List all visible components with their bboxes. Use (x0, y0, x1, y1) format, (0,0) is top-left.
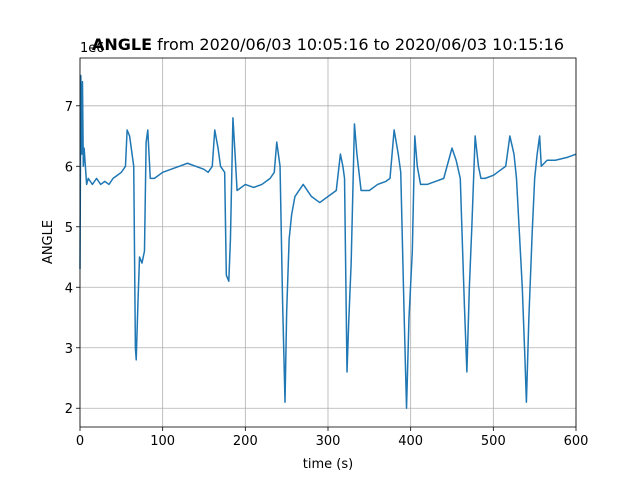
data-line (79, 74, 577, 409)
plot-frame (79, 57, 577, 428)
x-tick-label: 300 (316, 434, 341, 449)
x-tick-label: 400 (398, 434, 423, 449)
x-tick-label: 100 (150, 434, 175, 449)
y-tick-label: 4 (65, 281, 73, 296)
title-rest: from 2020/06/03 10:05:16 to 2020/06/03 1… (157, 35, 564, 54)
chart-title: ANGLE from 2020/06/03 10:05:16 to 2020/0… (92, 35, 564, 54)
y-tick-label: 6 (65, 160, 73, 175)
y-tick-label: 2 (65, 402, 73, 417)
y-tick-label: 7 (65, 100, 73, 115)
x-tick-label: 200 (233, 434, 258, 449)
y-tick-label: 5 (65, 221, 73, 236)
title-bold: ANGLE (92, 35, 152, 54)
y-tick-label: 3 (65, 342, 73, 357)
x-axis-label: time (s) (303, 457, 353, 472)
y-offset-label: 1e6 (80, 41, 105, 56)
x-tick-label: 500 (481, 434, 506, 449)
x-tick-label: 0 (76, 434, 84, 449)
x-tick-label: 600 (564, 434, 589, 449)
y-axis-label: ANGLE (41, 220, 56, 264)
